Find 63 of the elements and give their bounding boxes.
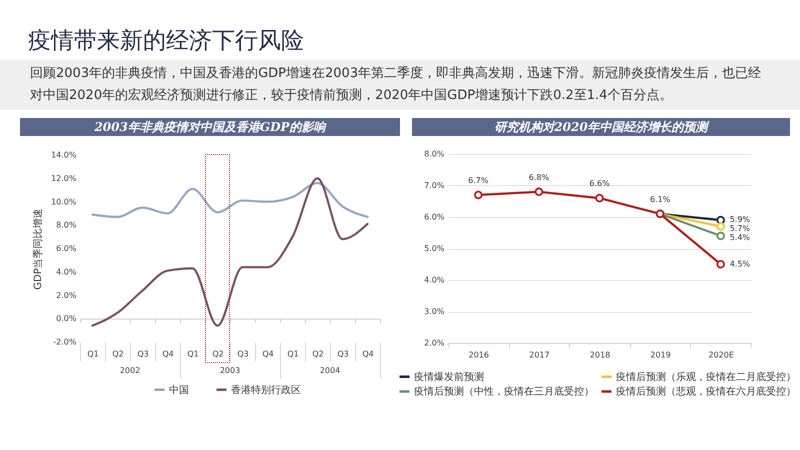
x-tick-label: Q4 bbox=[262, 350, 274, 358]
y-tick-label: 2.0% bbox=[56, 290, 77, 300]
y-tick-label: 6.0% bbox=[424, 212, 445, 222]
legend-label: 疫情后预测（中性，疫情在三月底受控） bbox=[414, 386, 594, 398]
y-tick-label: 4.0% bbox=[424, 276, 445, 284]
x-tick-label: Q2 bbox=[212, 350, 224, 358]
point bbox=[474, 190, 483, 200]
text: 2003 bbox=[220, 366, 240, 375]
legend-label: 疫情后预测（乐观，疫情在二月底受控） bbox=[616, 370, 796, 383]
data-label: 6.6% bbox=[589, 179, 610, 188]
y-tick-label: 8.0% bbox=[424, 150, 445, 158]
x-tick-label: Q4 bbox=[362, 350, 374, 358]
x-tick-label: Q1 bbox=[87, 350, 99, 358]
x-tick-label: 2019 bbox=[650, 350, 671, 360]
y-tick-label: 0.0% bbox=[56, 314, 77, 324]
y-axis-title: GDP当季同比增速 bbox=[32, 208, 44, 290]
x-tick-label: Q3 bbox=[237, 350, 249, 358]
y-tick-label: 2.0% bbox=[424, 338, 445, 348]
text: 疫情带来新的经济下行风险 bbox=[28, 27, 304, 55]
legend-label: 中国 bbox=[169, 384, 189, 396]
x-tick-label: Q2 bbox=[112, 350, 124, 358]
text: 2002 bbox=[120, 366, 140, 375]
point bbox=[716, 260, 725, 268]
data-label: 6.8% bbox=[528, 172, 550, 182]
y-tick-label: 4.0% bbox=[56, 267, 77, 276]
data-label: 5.9% bbox=[730, 215, 750, 224]
line-series bbox=[91, 177, 369, 327]
x-tick-label: 2020E bbox=[708, 350, 734, 360]
legend-label: 疫情后预测（悲观，疫情在六月底受控） bbox=[616, 386, 796, 398]
legend-label: 香港特别行政区 bbox=[231, 384, 301, 396]
data-label: 5.4% bbox=[730, 233, 750, 242]
x-tick-label: Q2 bbox=[312, 350, 324, 358]
line-series bbox=[91, 182, 369, 218]
x-tick-label: Q4 bbox=[162, 350, 174, 358]
x-tick-label: 2018 bbox=[590, 350, 610, 360]
chart-title: 2003年非典疫情对中国及香港GDP的影响 bbox=[20, 118, 400, 136]
y-tick-label: 14.0% bbox=[51, 150, 77, 160]
y-tick-label: 3.0% bbox=[424, 307, 445, 316]
y-tick-label: 10.0% bbox=[51, 197, 77, 206]
x-tick-label: Q1 bbox=[187, 350, 199, 358]
data-label: 6.7% bbox=[468, 176, 489, 185]
text: 回顾2003年的非典疫情，中国及香港的GDP增速在2003年第二季度，即非典高发期，迅速下滑。新冠肺炎疫情发生后，也已经对中国2020年的宏观经济预测进行修正，较于疫情前预测，2020年中国GDP增速预计下跌0.2至1.4个百分点。 bbox=[30, 65, 762, 105]
y-tick-label: 7.0% bbox=[424, 181, 445, 190]
text: 2004 bbox=[320, 366, 340, 375]
point bbox=[595, 194, 604, 202]
y-tick-label: 5.0% bbox=[424, 244, 445, 253]
chart-title: 研究机构对2020年中国经济增长的预测 bbox=[412, 118, 790, 136]
data-label: 4.5% bbox=[730, 259, 750, 268]
y-tick-label: -2.0% bbox=[53, 338, 77, 346]
x-tick-label: 2016 bbox=[468, 350, 489, 360]
x-tick-label: Q1 bbox=[287, 350, 299, 358]
legend-label: 疫情爆发前预测 bbox=[414, 370, 484, 383]
y-tick-label: 6.0% bbox=[56, 244, 77, 253]
point bbox=[534, 188, 544, 196]
x-tick-label: Q3 bbox=[137, 350, 149, 358]
y-tick-label: 12.0% bbox=[51, 174, 77, 183]
x-tick-label: Q3 bbox=[337, 350, 349, 358]
point bbox=[716, 232, 725, 240]
point bbox=[716, 222, 725, 231]
data-label: 6.1% bbox=[650, 194, 671, 204]
y-tick-label: 8.0% bbox=[56, 220, 77, 230]
data-label: 5.7% bbox=[730, 224, 750, 234]
x-tick-label: 2017 bbox=[529, 350, 550, 360]
